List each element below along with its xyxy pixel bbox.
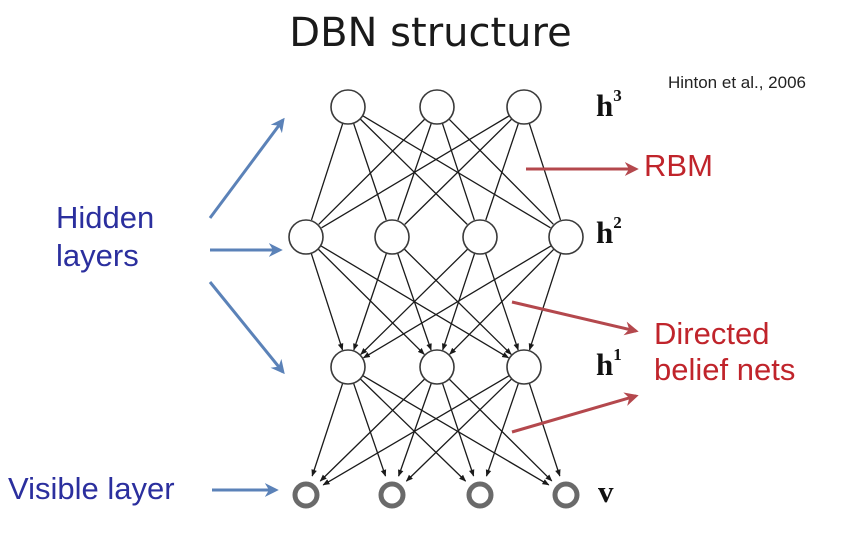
- layer-label-h1: h1: [596, 344, 622, 383]
- hidden-node-h2: [462, 219, 498, 255]
- directed-belief-nets-label: Directed belief nets: [654, 316, 795, 388]
- rbm-label: RBM: [644, 148, 713, 183]
- node-group: [288, 89, 584, 509]
- visible-node: [378, 481, 406, 509]
- red-pointer-arrow: [511, 392, 639, 434]
- edge-h3-h2: [528, 122, 562, 221]
- edge-h1-v: [311, 382, 344, 477]
- layer-label-h1-base: h: [596, 347, 614, 382]
- edge-h3-h2: [448, 118, 554, 225]
- hidden-node-h2: [374, 219, 410, 255]
- hidden-node-h1: [419, 349, 455, 385]
- edge-h2-h1: [310, 252, 344, 351]
- edge-h3-h2: [359, 118, 468, 225]
- hidden-node-h3: [330, 89, 366, 125]
- layer-label-h3-sup: 3: [613, 85, 622, 105]
- edge-h1-v: [441, 382, 475, 477]
- edge-h1-v: [359, 378, 467, 482]
- edge-h3-h2: [321, 115, 510, 229]
- edge-h1-v: [319, 378, 426, 482]
- edge-h3-h2: [485, 122, 520, 221]
- edge-h1-v: [448, 378, 553, 482]
- edge-h1-v: [485, 382, 520, 477]
- edge-h3-h2: [362, 115, 551, 229]
- red-pointer-arrow: [511, 300, 639, 336]
- hidden-node-h1: [506, 349, 542, 385]
- edge-h1-v: [397, 382, 433, 477]
- layer-label-h1-sup: 1: [613, 344, 622, 364]
- hidden-node-h2: [548, 219, 584, 255]
- edge-h3-h2: [404, 118, 513, 225]
- blue-pointer-arrow: [208, 281, 285, 375]
- diagram-title: DBN structure: [289, 10, 572, 56]
- layer-label-h3-base: h: [596, 88, 614, 123]
- layer-label-v: v: [598, 474, 614, 510]
- edge-h2-h1: [528, 252, 562, 351]
- layer-label-h2-base: h: [596, 215, 614, 250]
- directed-label-line2: belief nets: [654, 352, 796, 387]
- edge-h1-v: [352, 382, 387, 477]
- hidden-layers-label-line1: Hidden: [56, 200, 155, 235]
- edge-h2-h1: [317, 248, 425, 355]
- layer-label-h2: h2: [596, 212, 622, 251]
- hidden-layers-label-line2: layers: [56, 238, 139, 273]
- edge-h1-v: [405, 378, 513, 482]
- hidden-layers-label: Hidden layers: [56, 199, 154, 275]
- annotation-arrow-group: [208, 117, 639, 497]
- hidden-node-h1: [330, 349, 366, 385]
- directed-label-line1: Directed: [654, 316, 770, 351]
- edge-h2-h1: [449, 248, 555, 355]
- layer-label-v-base: v: [598, 474, 614, 509]
- layer-label-h2-sup: 2: [613, 212, 622, 232]
- blue-pointer-arrow: [208, 117, 285, 219]
- visible-layer-label: Visible layer: [8, 471, 175, 506]
- edge-group: [310, 115, 562, 486]
- layer-label-h3: h3: [596, 85, 622, 124]
- edge-h1-v: [322, 375, 510, 486]
- edge-h3-h2: [352, 122, 387, 221]
- edge-h1-v: [528, 382, 561, 477]
- edge-h3-h2: [318, 118, 426, 225]
- visible-node: [292, 481, 320, 509]
- edge-h2-h1: [360, 248, 469, 355]
- edge-h3-h2: [310, 122, 344, 221]
- hidden-node-h3: [506, 89, 542, 125]
- hidden-node-h3: [419, 89, 455, 125]
- citation: Hinton et al., 2006: [668, 73, 806, 92]
- visible-node: [552, 481, 580, 509]
- edge-h2-h1: [362, 245, 552, 359]
- visible-node: [466, 481, 494, 509]
- hidden-node-h2: [288, 219, 324, 255]
- edge-h2-h1: [353, 252, 388, 351]
- edge-h1-v: [362, 375, 550, 486]
